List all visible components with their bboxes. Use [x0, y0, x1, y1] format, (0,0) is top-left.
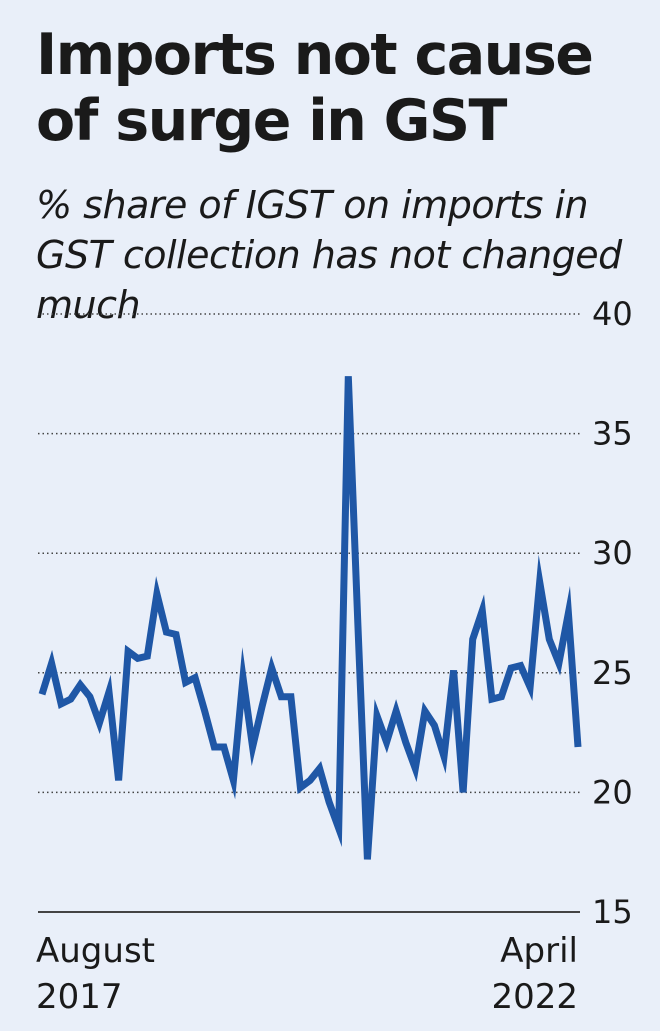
series-line-0 — [38, 376, 582, 860]
x-label-end: April 2022 — [491, 928, 578, 1020]
y-tick-label-25: 25 — [592, 654, 633, 692]
x-label-start-year: 2017 — [36, 977, 123, 1017]
chart-subtitle: % share of IGST on imports in GST collec… — [36, 183, 622, 327]
y-tick-label-15: 15 — [592, 893, 633, 931]
x-label-start: August 2017 — [36, 928, 155, 1020]
series-group — [38, 376, 582, 860]
chart-title: Imports not cause of surge in GST — [36, 22, 594, 154]
y-axis-ticks: 15 20 25 30 35 40 — [592, 295, 633, 931]
x-label-end-month: April — [500, 931, 578, 971]
x-label-start-month: August — [36, 931, 155, 971]
y-tick-label-35: 35 — [592, 415, 633, 453]
y-tick-label-20: 20 — [592, 773, 633, 811]
x-label-end-year: 2022 — [491, 977, 578, 1017]
y-tick-label-30: 30 — [592, 534, 633, 572]
gridlines — [38, 313, 580, 913]
y-tick-label-40: 40 — [592, 295, 633, 333]
